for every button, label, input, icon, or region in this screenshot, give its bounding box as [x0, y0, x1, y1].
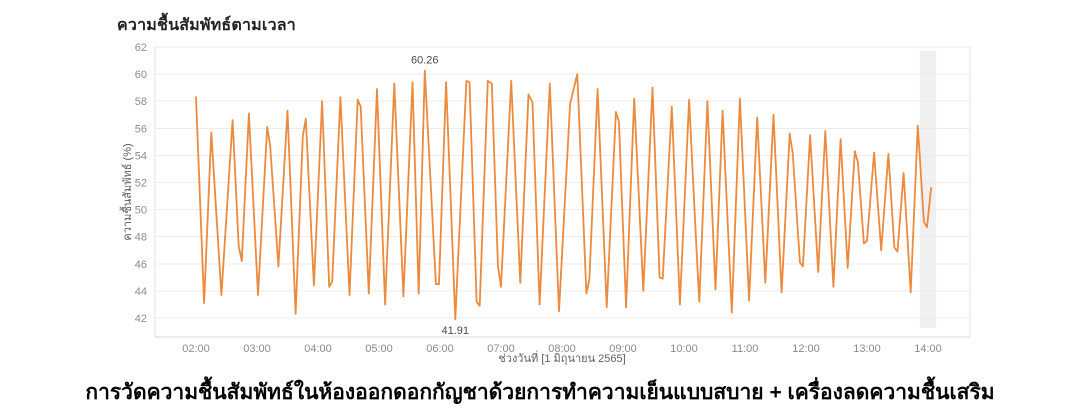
y-tick-label: 52 [135, 178, 147, 190]
chart-title: ความชื้นสัมพัทธ์ตามเวลา [117, 17, 296, 34]
x-tick-label: 09:00 [609, 343, 637, 355]
y-tick-label: 62 [135, 42, 147, 54]
humidity-line-chart: 62 60 58 56 54 52 50 48 46 44 42 02:00 03:00 04:00 05… [119, 42, 971, 365]
x-tick-label: 10:00 [670, 343, 698, 355]
highlight-band-rect [919, 51, 937, 328]
y-tick-label: 56 [135, 123, 147, 135]
x-tick-label: 02:00 [182, 343, 210, 355]
humidity-series-line [195, 69, 932, 321]
y-tick-label: 54 [135, 150, 147, 162]
y-tick-label: 44 [135, 286, 147, 298]
x-tick-label: 05:00 [365, 343, 393, 355]
y-tick-label: 58 [135, 96, 147, 108]
plot-area[interactable] [155, 47, 970, 337]
y-tick-label: 60 [135, 69, 147, 81]
x-tick-label: 13:00 [853, 343, 881, 355]
x-tick-label: 07:00 [487, 343, 515, 355]
x-axis-tick-labels: 02:00 03:00 04:00 05:00 06:00 07:00 08:00 09:00… [182, 343, 942, 355]
value-annotations: 60.26 41.91 [411, 55, 469, 338]
x-tick-label: 08:00 [548, 343, 576, 355]
humidity-polyline [195, 69, 932, 321]
y-axis-title: ความชื้นสัมพัทธ์ (%) [119, 143, 134, 240]
y-tick-label: 48 [135, 232, 147, 244]
x-axis-title: ช่วงวันที่ [1 มิถุนายน 2565] [498, 350, 625, 365]
y-tick-label: 50 [135, 205, 147, 217]
current-period-highlight-band [919, 51, 937, 328]
figure-caption: การวัดความชื้นสัมพัทธ์ในห้องออกดอกกัญชาด… [85, 381, 995, 404]
y-tick-label: 46 [135, 259, 147, 271]
x-tick-label: 03:00 [243, 343, 271, 355]
min-value-annotation: 41.91 [441, 325, 469, 337]
x-tick-label: 12:00 [792, 343, 820, 355]
x-tick-label: 04:00 [304, 343, 332, 355]
x-tick-label: 11:00 [732, 343, 759, 355]
y-axis-tick-labels: 62 60 58 56 54 52 50 48 46 44 42 [135, 42, 147, 325]
y-tick-label: 42 [135, 313, 147, 325]
max-value-annotation: 60.26 [411, 55, 439, 67]
x-tick-label: 06:00 [426, 343, 454, 355]
x-tick-label: 14:00 [914, 343, 942, 355]
